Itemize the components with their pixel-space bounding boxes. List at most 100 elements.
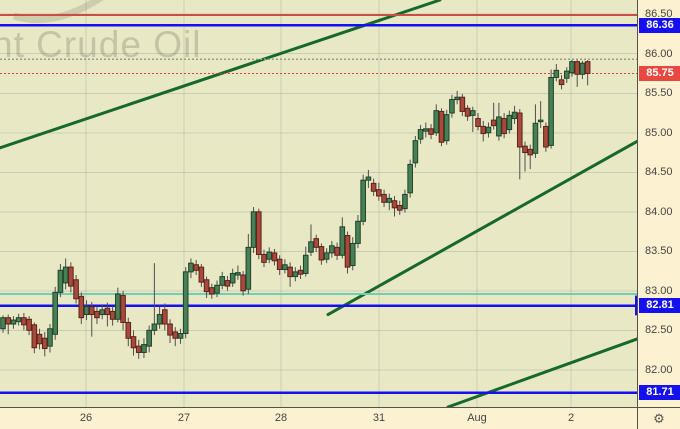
candle-body-up bbox=[339, 226, 346, 256]
candle-body-down bbox=[209, 287, 215, 295]
time-tick-label: 26 bbox=[79, 412, 93, 424]
candle-body-up bbox=[365, 176, 372, 181]
candle bbox=[339, 217, 346, 259]
candle-body-down bbox=[475, 118, 481, 127]
candle bbox=[104, 302, 111, 327]
candle-body-up bbox=[506, 114, 513, 131]
candle-body-up bbox=[569, 61, 575, 74]
chart-canvas[interactable] bbox=[0, 0, 637, 407]
candle bbox=[31, 322, 38, 354]
candle bbox=[391, 195, 398, 217]
candle bbox=[417, 124, 424, 144]
candle-body-down bbox=[130, 336, 137, 349]
candle bbox=[574, 60, 581, 87]
candle-body-down bbox=[459, 96, 466, 112]
candle bbox=[464, 105, 471, 121]
time-tick-label: 28 bbox=[274, 412, 288, 424]
candle bbox=[146, 325, 152, 353]
candle bbox=[360, 174, 366, 226]
candle bbox=[501, 113, 507, 139]
candle-body-up bbox=[553, 69, 560, 78]
candle bbox=[271, 248, 278, 266]
price-badge-86-36: 86.36 bbox=[639, 17, 680, 33]
candle bbox=[151, 263, 158, 336]
candle bbox=[527, 144, 534, 170]
candle bbox=[511, 105, 518, 125]
gear-icon[interactable]: ⚙ bbox=[653, 411, 665, 426]
price-chart[interactable]: nt Crude Oil bbox=[0, 0, 637, 407]
candle-body-down bbox=[31, 324, 38, 349]
candle-body-up bbox=[443, 114, 450, 142]
price-badge-85-75: 85.75 bbox=[639, 65, 680, 81]
candle bbox=[349, 237, 356, 271]
candle bbox=[543, 122, 549, 152]
candle-body-up bbox=[250, 211, 257, 248]
candle bbox=[496, 102, 502, 141]
candle bbox=[449, 94, 455, 118]
candle bbox=[250, 207, 257, 253]
candle-body-down bbox=[193, 264, 199, 271]
candle bbox=[57, 263, 64, 298]
candle bbox=[193, 260, 199, 276]
candle-body-up bbox=[182, 271, 189, 335]
candle bbox=[135, 339, 142, 359]
candle-body-up bbox=[266, 251, 273, 260]
candle bbox=[47, 324, 53, 353]
candle-body-up bbox=[579, 62, 586, 75]
candle-body-down bbox=[94, 310, 100, 319]
candle bbox=[459, 94, 466, 117]
candle-body-down bbox=[255, 211, 262, 255]
candle bbox=[62, 258, 69, 290]
candle bbox=[438, 108, 445, 147]
time-axis[interactable]: 26 27 28 31 Aug 2 bbox=[0, 407, 637, 429]
candle bbox=[334, 242, 340, 261]
candle-body-up bbox=[329, 245, 335, 254]
candle bbox=[370, 178, 377, 196]
candle bbox=[569, 60, 575, 77]
candle-body-up bbox=[402, 193, 408, 210]
candle-body-up bbox=[470, 110, 476, 116]
candle bbox=[381, 189, 387, 208]
candle-body-down bbox=[104, 307, 111, 316]
candle bbox=[423, 122, 429, 138]
candle bbox=[229, 268, 236, 287]
price-tick-label: 83.50 bbox=[645, 245, 673, 258]
candle bbox=[94, 306, 100, 325]
candle bbox=[548, 69, 554, 149]
candle-body-up bbox=[214, 284, 220, 294]
candle-body-down bbox=[68, 266, 74, 287]
candle-body-down bbox=[501, 118, 507, 135]
candle bbox=[41, 331, 48, 357]
candle bbox=[125, 317, 132, 347]
candle bbox=[302, 246, 309, 277]
candle bbox=[188, 258, 194, 279]
candle-body-up bbox=[548, 76, 554, 146]
candle bbox=[537, 101, 544, 129]
line-anchor[interactable] bbox=[635, 295, 637, 316]
candle-body-down bbox=[78, 295, 85, 319]
price-tick-label: 86.00 bbox=[645, 47, 673, 60]
candle bbox=[386, 193, 393, 211]
candle-body-down bbox=[438, 110, 445, 143]
candle-body-up bbox=[0, 317, 6, 330]
candle-body-down bbox=[381, 193, 387, 203]
candle-body-up bbox=[47, 328, 53, 347]
candle bbox=[428, 124, 434, 140]
candle-body-up bbox=[323, 252, 330, 260]
price-axis[interactable]: 86.50 86.00 85.50 85.00 84.50 84.00 83.50 83.00… bbox=[637, 0, 680, 429]
candle bbox=[78, 292, 85, 325]
candle bbox=[313, 234, 319, 253]
candle-body-down bbox=[198, 266, 205, 283]
candle bbox=[308, 224, 314, 257]
candle-body-up bbox=[407, 163, 413, 194]
price-badge-81-71: 81.71 bbox=[639, 385, 680, 401]
candle-body-down bbox=[276, 258, 283, 270]
time-tick-label: 27 bbox=[177, 412, 191, 424]
candle-body-down bbox=[172, 331, 179, 339]
middle-trendline[interactable] bbox=[326, 139, 637, 317]
candle-body-up bbox=[52, 291, 59, 335]
lower-trendline[interactable] bbox=[446, 337, 637, 407]
candle-body-up bbox=[349, 242, 356, 267]
candle-body-down bbox=[109, 310, 116, 320]
candle bbox=[115, 287, 121, 323]
